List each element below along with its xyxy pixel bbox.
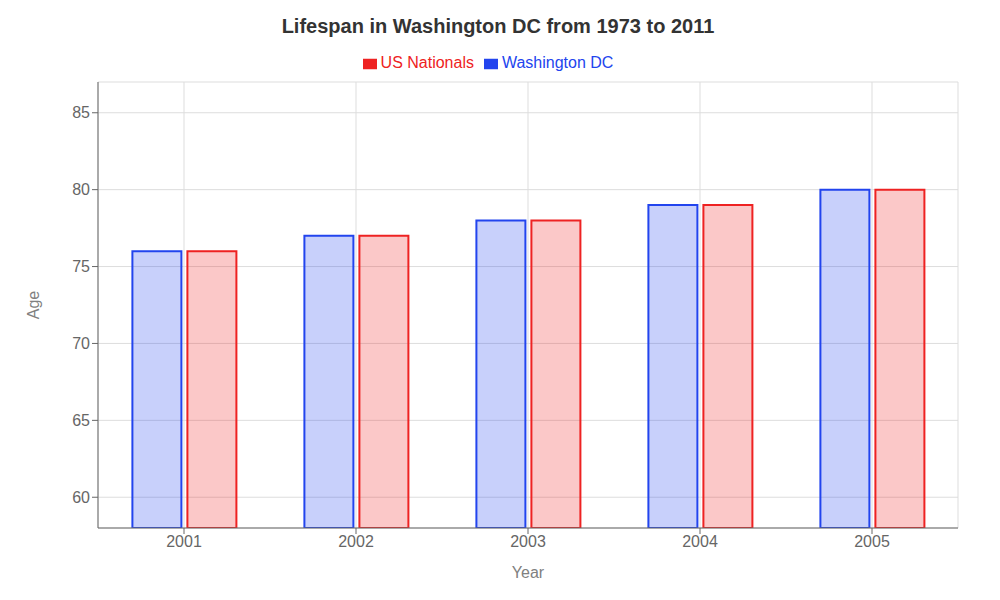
svg-text:75: 75 (72, 258, 90, 275)
svg-text:Age: Age (25, 291, 42, 320)
svg-text:80: 80 (72, 181, 90, 198)
svg-text:2005: 2005 (854, 533, 890, 550)
svg-text:2003: 2003 (510, 533, 546, 550)
svg-text:70: 70 (72, 335, 90, 352)
html-text:Washington DC: Washington DC (502, 54, 614, 71)
html-text:US Nationals: US Nationals (380, 54, 474, 71)
svg-text:2004: 2004 (682, 533, 718, 550)
svg-text:Year: Year (512, 564, 545, 581)
svg-text:85: 85 (72, 104, 90, 121)
html-text:Lifespan in Washington DC from: Lifespan in Washington DC from 1973 to 2… (281, 15, 715, 37)
svg-text:2001: 2001 (166, 533, 202, 550)
svg-text:2002: 2002 (338, 533, 374, 550)
svg-text:65: 65 (72, 412, 90, 429)
svg-text:60: 60 (72, 489, 90, 506)
